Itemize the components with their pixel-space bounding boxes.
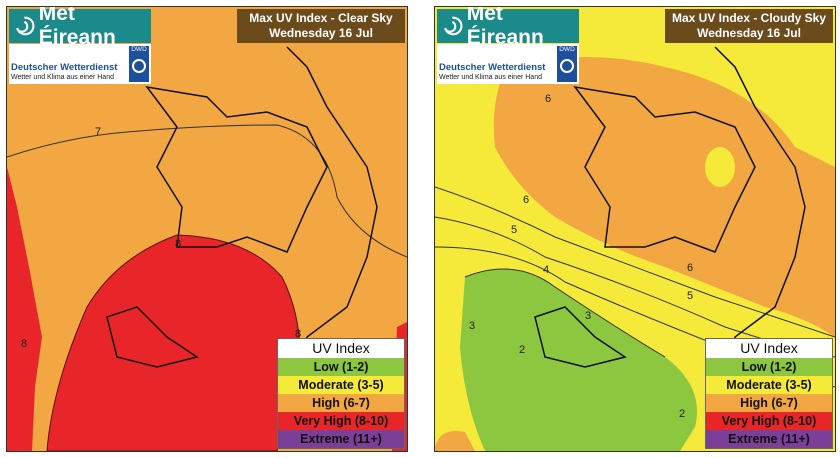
map-title: Max UV Index - Cloudy Sky Wednesday 16 J…: [665, 9, 833, 43]
map-title-line1: Max UV Index - Clear Sky: [249, 11, 393, 25]
legend-item-high: High (6-7): [278, 394, 404, 412]
brand-name: Met Éireann: [466, 6, 544, 49]
legend-item-low: Low (1-2): [706, 358, 832, 376]
dwd-swirl-icon: [560, 59, 574, 73]
map-title: Max UV Index - Clear Sky Wednesday 16 Ju…: [237, 9, 405, 43]
contour-label: 3: [585, 310, 591, 322]
legend-item-very-high: Very High (8-10): [706, 412, 832, 430]
coastline-ireland: [145, 85, 328, 253]
contour-label: 5: [687, 290, 693, 302]
uv-legend: UV Index Low (1-2) Moderate (3-5) High (…: [705, 338, 833, 449]
contour-label: 2: [679, 408, 685, 420]
low-zone-south: [460, 269, 697, 451]
contour-label: 6: [687, 262, 693, 274]
dwd-badge-text: DWD: [131, 46, 147, 53]
map-title-line2: Wednesday 16 Jul: [269, 26, 373, 40]
coastline-britain: [714, 46, 806, 388]
map-panel-cloudy-sky: 6 6 5 4 3 3 2 2 6 5 4 Met Éireann Deutsc…: [434, 6, 836, 452]
met-eireann-logo: Met Éireann: [437, 7, 579, 49]
legend-item-moderate: Moderate (3-5): [278, 376, 404, 394]
contour-label: 7: [95, 126, 101, 138]
very-high-zone-south: [46, 234, 301, 451]
contour-label: 8: [295, 328, 301, 340]
dwd-tagline: Wetter und Klima aus einer Hand: [439, 74, 542, 81]
dwd-name: Deutscher Wetterdienst: [439, 62, 546, 73]
contour-label: 3: [469, 320, 475, 332]
legend-item-high: High (6-7): [706, 394, 832, 412]
met-eireann-logo: Met Éireann: [9, 7, 151, 49]
legend-title: UV Index: [312, 340, 370, 356]
contour-label: 6: [523, 194, 529, 206]
contour-line-7: [7, 124, 407, 258]
met-eireann-swirl-icon: [444, 16, 463, 36]
dwd-logo: Deutscher Wetterdienst Wetter und Klima …: [9, 44, 151, 84]
uv-legend: UV Index Low (1-2) Moderate (3-5) High (…: [277, 338, 405, 449]
very-high-zone-west: [7, 77, 42, 451]
contour-label: 8: [21, 338, 27, 350]
uv-map-clear-sky: 7 8 8 8: [7, 7, 407, 451]
dwd-badge: DWD: [129, 46, 149, 82]
dwd-badge: DWD: [557, 46, 577, 82]
contour-label: 2: [519, 344, 525, 356]
dwd-tagline: Wetter und Klima aus einer Hand: [11, 74, 114, 81]
map-title-line1: Max UV Index - Cloudy Sky: [671, 11, 827, 25]
contour-label: 6: [545, 93, 551, 105]
legend-item-low: Low (1-2): [278, 358, 404, 376]
legend-title: UV Index: [740, 340, 798, 356]
coastline-britain: [286, 46, 378, 388]
contour-label: 5: [511, 224, 517, 236]
met-eireann-swirl-icon: [16, 16, 35, 36]
map-title-line2: Wednesday 16 Jul: [697, 26, 801, 40]
coastline-ireland: [573, 85, 756, 253]
legend-item-extreme: Extreme (11+): [706, 430, 832, 448]
brand-name: Met Éireann: [38, 6, 116, 49]
dwd-logo: Deutscher Wetterdienst Wetter und Klima …: [437, 44, 579, 84]
contour-label: 4: [543, 264, 549, 276]
high-zone-north: [493, 57, 835, 337]
dwd-name: Deutscher Wetterdienst: [11, 62, 118, 73]
legend-item-extreme: Extreme (11+): [278, 430, 404, 448]
dwd-badge-text: DWD: [559, 46, 575, 53]
contour-label: 8: [175, 238, 181, 250]
legend-item-moderate: Moderate (3-5): [706, 376, 832, 394]
dwd-swirl-icon: [132, 59, 146, 73]
map-panel-clear-sky: 7 8 8 8 Met Éireann Deutscher Wetterdien…: [6, 6, 408, 452]
legend-item-very-high: Very High (8-10): [278, 412, 404, 430]
